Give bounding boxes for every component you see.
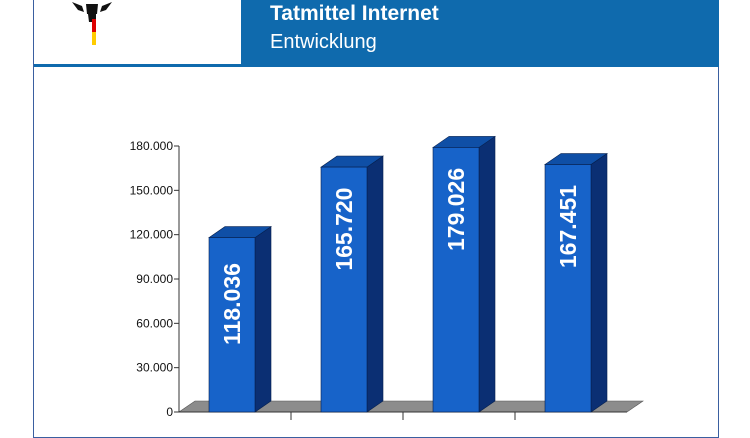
page-title: Tatmittel Internet <box>270 2 439 25</box>
bar <box>320 166 368 413</box>
bar-side <box>254 225 272 413</box>
y-tick-label: 30.000 <box>136 361 173 375</box>
y-tick-label: 120.000 <box>130 228 174 242</box>
bar-chart: 0 30.000 60.000 90.000 120.000 150.000 180.000… <box>130 135 644 420</box>
bar-side <box>366 155 384 413</box>
bar-data-label: 165.720 <box>331 188 357 271</box>
bar <box>432 147 480 413</box>
bar-side <box>478 135 496 413</box>
bar-side <box>590 152 608 413</box>
logo-panel <box>34 0 241 64</box>
bar-data-label: 179.026 <box>443 168 469 251</box>
header-rule <box>34 64 719 67</box>
y-tick-label: 0 <box>166 405 173 419</box>
bar <box>544 164 592 413</box>
y-tick-label: 60.000 <box>136 316 173 330</box>
header-band <box>241 0 719 64</box>
bar-data-label: 118.036 <box>219 263 245 345</box>
y-tick-label: 150.000 <box>130 183 174 197</box>
page-subtitle: Entwicklung <box>270 31 377 53</box>
bar-data-label: 167.451 <box>555 185 581 268</box>
federal-eagle-icon <box>72 2 112 45</box>
bar <box>208 237 256 413</box>
y-tick-label: 90.000 <box>136 272 173 286</box>
y-tick-label: 180.000 <box>130 139 174 153</box>
